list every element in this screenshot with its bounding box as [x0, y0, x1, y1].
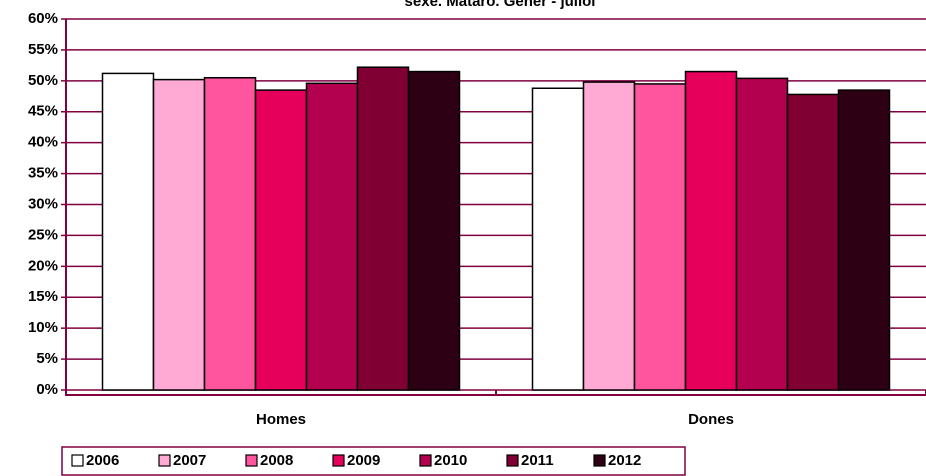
- y-tick-label: 35%: [28, 165, 58, 182]
- y-tick-label: 60%: [28, 10, 58, 27]
- y-tick-label: 55%: [28, 41, 58, 58]
- bar: [735, 77, 789, 391]
- legend-swatch: [419, 454, 432, 467]
- legend-swatch: [593, 454, 606, 467]
- y-tick-label: 40%: [28, 134, 58, 151]
- bar: [531, 87, 585, 391]
- legend-label: 2011: [521, 452, 554, 469]
- bar: [633, 83, 687, 391]
- legend-label: 2009: [347, 452, 380, 469]
- x-tick-label: Homes: [256, 411, 306, 428]
- legend-swatch: [71, 454, 84, 467]
- y-tick-label: 0%: [36, 381, 58, 398]
- y-tick-label: 20%: [28, 257, 58, 274]
- bar: [101, 72, 155, 391]
- bar: [254, 89, 308, 391]
- y-tick-label: 45%: [28, 103, 58, 120]
- bar: [203, 76, 257, 391]
- bar: [356, 66, 410, 391]
- legend-swatch: [245, 454, 258, 467]
- legend-label: 2007: [173, 452, 206, 469]
- y-tick-label: 30%: [28, 195, 58, 212]
- legend-label: 2010: [434, 452, 467, 469]
- bar: [837, 89, 891, 391]
- y-tick-label: 10%: [28, 319, 58, 336]
- legend-swatch: [332, 454, 345, 467]
- legend-swatch: [506, 454, 519, 467]
- legend-label: 2008: [260, 452, 293, 469]
- legend-label: 2012: [608, 452, 641, 469]
- y-tick-label: 15%: [28, 288, 58, 305]
- bar: [152, 78, 206, 391]
- bar: [684, 70, 738, 391]
- y-tick-label: 5%: [36, 350, 58, 367]
- bar: [407, 70, 461, 391]
- y-tick-label: 50%: [28, 72, 58, 89]
- legend-swatch: [158, 454, 171, 467]
- x-tick-label: Dones: [688, 411, 734, 428]
- y-tick-label: 25%: [28, 226, 58, 243]
- bar: [786, 93, 840, 391]
- legend-label: 2006: [86, 452, 119, 469]
- bar: [582, 81, 636, 391]
- bar: [305, 82, 359, 391]
- chart-title: sexe. Mataró. Gener - juliol: [405, 0, 596, 10]
